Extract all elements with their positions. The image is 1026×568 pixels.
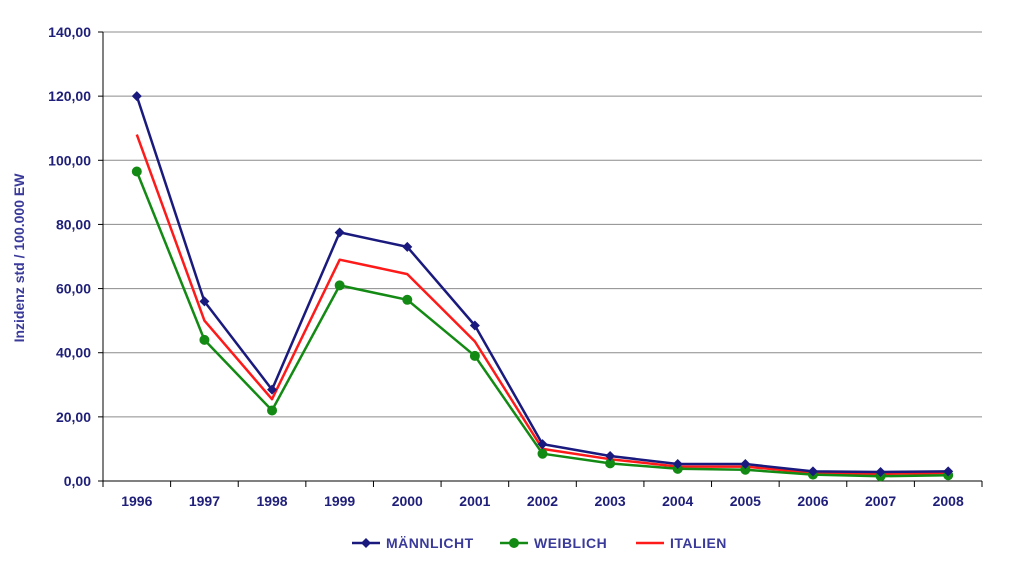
x-tick-label: 1998 xyxy=(256,493,287,509)
x-tick-label: 1999 xyxy=(324,493,355,509)
data-point-circle xyxy=(469,350,480,361)
data-point-circle xyxy=(267,405,278,416)
data-point-diamond xyxy=(672,459,683,470)
y-axis-label: Inzidenz std / 100.000 EW xyxy=(11,173,27,343)
series-line xyxy=(135,171,949,478)
legend-label: ITALIEN xyxy=(670,535,727,551)
data-point-diamond xyxy=(943,466,954,477)
legend-marker-circle xyxy=(509,538,519,548)
legend-label: MÄNNLICHT xyxy=(386,535,474,551)
x-tick-label: 2002 xyxy=(527,493,558,509)
x-tick-label: 1997 xyxy=(189,493,220,509)
y-tick-label: 100,00 xyxy=(48,152,91,168)
axes xyxy=(102,32,982,482)
data-point-circle xyxy=(537,448,548,459)
legend-item: WEIBLICH xyxy=(500,535,607,551)
y-tick-labels: 0,00 20,00 40,00 60,00 80,00 100,00 120,00 140,… xyxy=(48,24,91,489)
legend-item: MÄNNLICHT xyxy=(352,535,474,551)
x-tick-label: 2006 xyxy=(797,493,828,509)
data-point-diamond xyxy=(199,296,210,307)
y-tick-label: 20,00 xyxy=(56,409,91,425)
series-weiblich xyxy=(131,166,954,482)
legend-marker-diamond xyxy=(361,538,371,548)
data-point-diamond xyxy=(807,466,818,477)
x-tick-labels: 1996 1997 1998 1999 2000 2001 2002 2003 2004 2005… xyxy=(102,481,983,509)
data-point-circle xyxy=(334,280,345,291)
x-tick-label: 2007 xyxy=(865,493,896,509)
data-point-diamond xyxy=(402,241,413,252)
y-tick-label: 0,00 xyxy=(64,473,91,489)
y-tick-label: 140,00 xyxy=(48,24,91,40)
data-point-diamond xyxy=(131,91,142,102)
y-tick-label: 40,00 xyxy=(56,345,91,361)
data-point-circle xyxy=(605,458,616,469)
series-männlicht xyxy=(131,91,954,478)
x-tick-label: 2005 xyxy=(730,493,761,509)
data-point-circle xyxy=(740,464,751,475)
data-point-circle xyxy=(402,294,413,305)
x-tick-label: 2004 xyxy=(662,493,693,509)
data-point-diamond xyxy=(875,467,886,478)
series-line xyxy=(135,134,949,476)
data-point-diamond xyxy=(334,227,345,238)
x-tick-label: 1996 xyxy=(121,493,152,509)
data-point-circle xyxy=(199,334,210,345)
y-tick-label: 60,00 xyxy=(56,281,91,297)
x-tick-label: 2001 xyxy=(459,493,490,509)
data-point-diamond xyxy=(267,384,278,395)
x-tick-label: 2008 xyxy=(933,493,964,509)
x-tick-label: 2003 xyxy=(595,493,626,509)
legend-item: ITALIEN xyxy=(636,535,727,551)
gridlines xyxy=(98,31,982,482)
y-tick-label: 80,00 xyxy=(56,216,91,232)
data-point-diamond xyxy=(740,459,751,470)
legend-label: WEIBLICH xyxy=(534,535,607,551)
x-tick-label: 2000 xyxy=(392,493,423,509)
series-line xyxy=(135,95,949,474)
y-tick-label: 120,00 xyxy=(48,88,91,104)
data-point-circle xyxy=(131,166,142,177)
legend: MÄNNLICHT WEIBLICH ITALIEN xyxy=(352,535,727,551)
series-italien xyxy=(135,134,949,476)
data-point-diamond xyxy=(537,439,548,450)
data-point-diamond xyxy=(469,320,480,331)
data-point-diamond xyxy=(605,450,616,461)
series-layer xyxy=(131,91,954,482)
